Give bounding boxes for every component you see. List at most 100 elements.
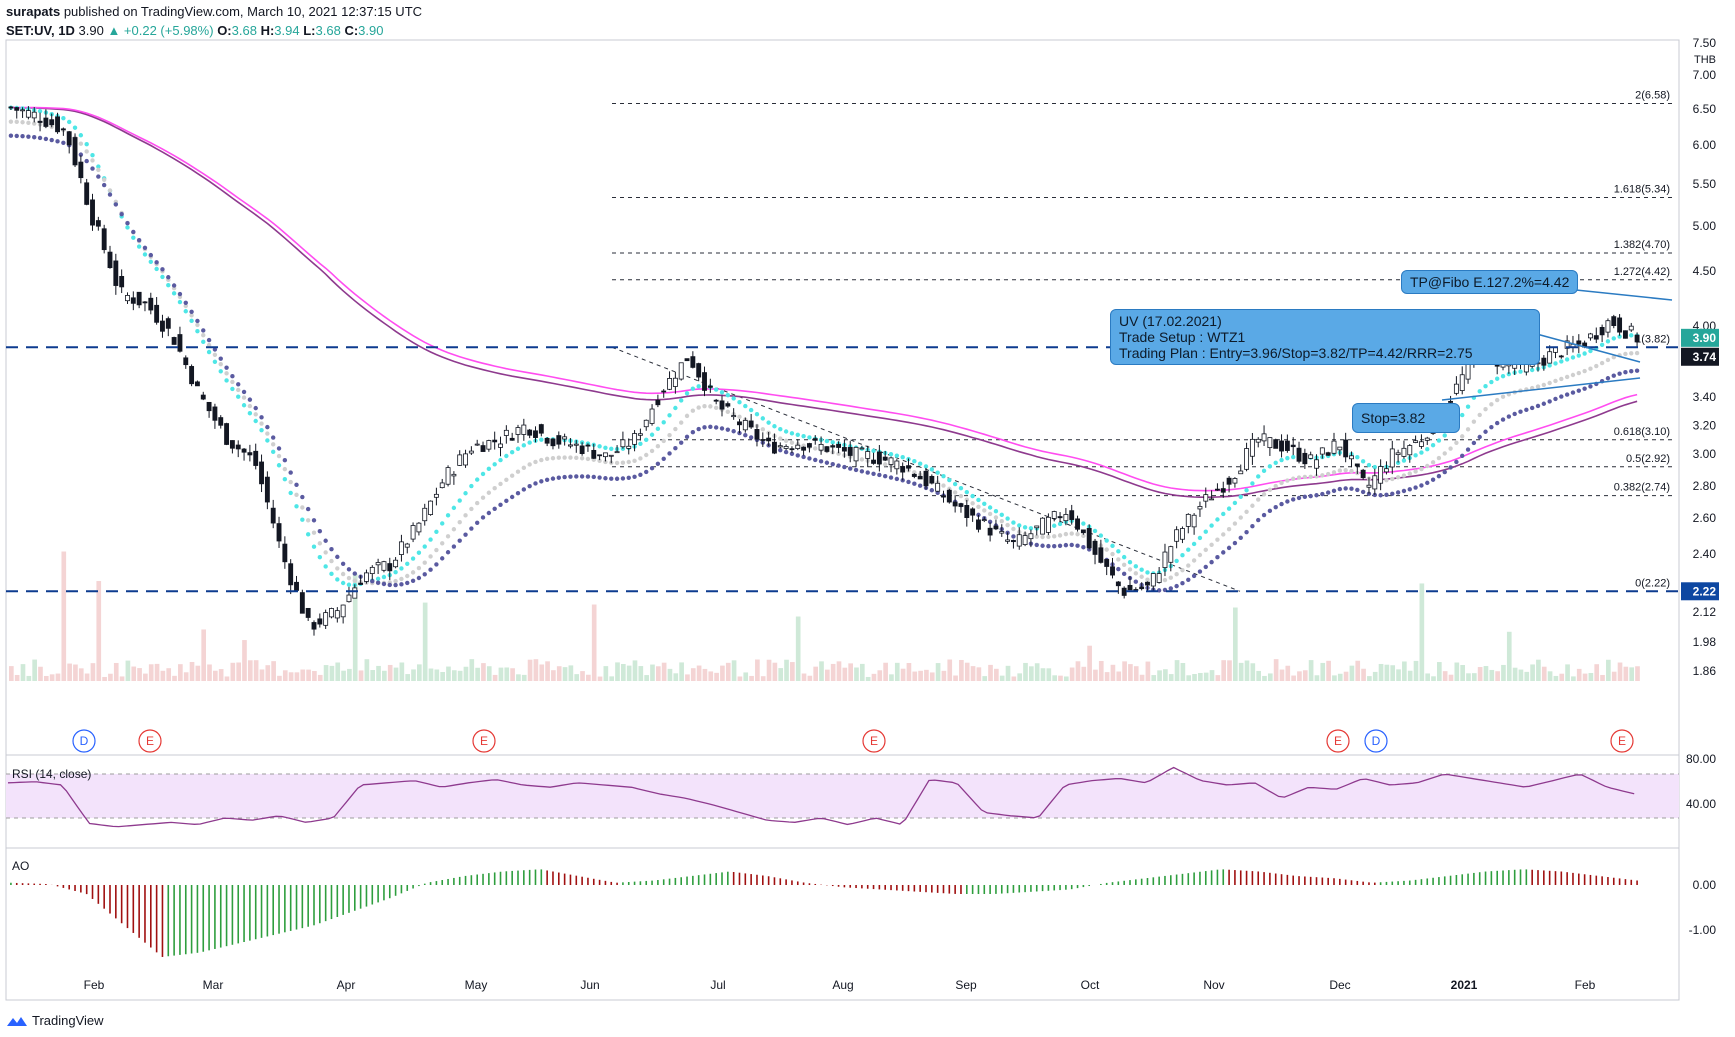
volume-bar [527,659,533,681]
candle [154,304,160,323]
volume-bar [1151,675,1157,681]
volume-bar [218,669,224,681]
ema-dot [952,490,958,495]
fib-level-label: 1.382(4.70) [1614,239,1670,251]
ema-dot [148,259,153,264]
ema-dot [1191,573,1197,579]
ema-dot [1454,440,1459,446]
volume-bar [1273,659,1279,681]
ema-dot [748,435,754,440]
ema-dot [824,438,830,444]
ema-dot [335,566,340,571]
ema-dot [498,457,503,463]
ema-dot [970,493,975,499]
volume-bar [364,659,370,681]
ema-dot [1226,545,1232,551]
ema-dot [684,391,690,396]
ema-dot [236,382,241,387]
candle [1413,440,1419,443]
volume-bar [306,669,311,681]
volume-bar [1431,676,1436,681]
ema-dot [440,521,445,526]
candle [1331,440,1337,454]
ema-dot [638,441,643,446]
volume-bar [1017,673,1023,681]
volume-bar [1046,668,1052,681]
ema-dot [492,486,497,491]
ema-dot [1395,490,1401,495]
ema-dot [1436,438,1442,443]
ema-dot [1121,562,1127,567]
ema-dot [1232,521,1238,526]
volume-bar [1466,673,1471,681]
ema-dot [1465,447,1471,452]
volume-bar [399,662,405,681]
ema-dot [521,443,527,448]
volume-bar [417,664,422,681]
volume-bar [621,663,626,681]
ema-dot [195,328,200,334]
ema-dot [195,322,200,328]
volume-bar [999,675,1005,681]
ema-dot [603,476,608,481]
symbol-label[interactable]: SET:UV, 1D [6,23,75,38]
take-profit-callout[interactable]: TP@Fibo E.127.2%=4.42 [1401,270,1579,294]
ema-dot [1221,532,1226,537]
ema-dot [1209,523,1214,528]
ema-dot [206,337,212,343]
ema-dot [1524,407,1529,413]
volume-bar [1361,668,1366,681]
candle [369,566,375,575]
ema-dot [585,456,591,462]
stop-callout[interactable]: Stop=3.82 [1352,403,1460,433]
candle [1127,584,1133,591]
ema-dot [1221,550,1226,555]
x-axis-label: Jul [710,978,725,992]
volume-bar [1454,662,1460,681]
ema-dot [1395,475,1401,480]
candle [1512,364,1518,369]
price-tick: 5.50 [1693,177,1717,191]
ema-dot [434,562,439,567]
ema-dot [1605,339,1611,344]
volume-bar [1122,661,1127,681]
ema-dot [1285,499,1290,504]
currency-label: THB [1694,54,1716,66]
ema-dot [1419,483,1424,488]
ema-dot [603,445,608,451]
candle [637,433,643,436]
candle [25,110,31,118]
volume-bar [877,670,883,681]
ema-dot [533,459,538,465]
volume-bar [1390,665,1396,681]
volume-bar [510,668,515,681]
ema-dot [212,347,218,352]
trade-setup-callout[interactable]: UV (17.02.2021) Trade Setup : WTZ1 Tradi… [1110,309,1540,365]
event-marker [472,729,496,753]
volume-bar [1244,660,1250,681]
ema-dot [760,416,765,421]
ema-dot [195,318,200,324]
ema-dot [136,237,142,243]
ema-dot [346,567,352,572]
event-marker-letter: E [146,734,154,748]
volume-bar [661,662,667,681]
volume-bar [1314,675,1320,681]
tradingview-logo[interactable]: TradingView [6,1013,104,1028]
ema-dot [1267,508,1273,514]
ema-dot [410,578,416,583]
ema-dot [1133,579,1139,584]
ema-dot [1291,497,1296,502]
candle [1150,573,1156,587]
candle [748,420,754,428]
ema-dot [1436,473,1442,479]
ema-dot [1495,420,1500,426]
volume-bar [516,674,521,681]
ema-dot [702,425,707,430]
candle [486,440,492,450]
ema-dot [1261,512,1267,518]
volume-bar [1157,670,1162,681]
publisher-name[interactable]: surapats [6,4,61,19]
ema-dot [1052,543,1057,549]
